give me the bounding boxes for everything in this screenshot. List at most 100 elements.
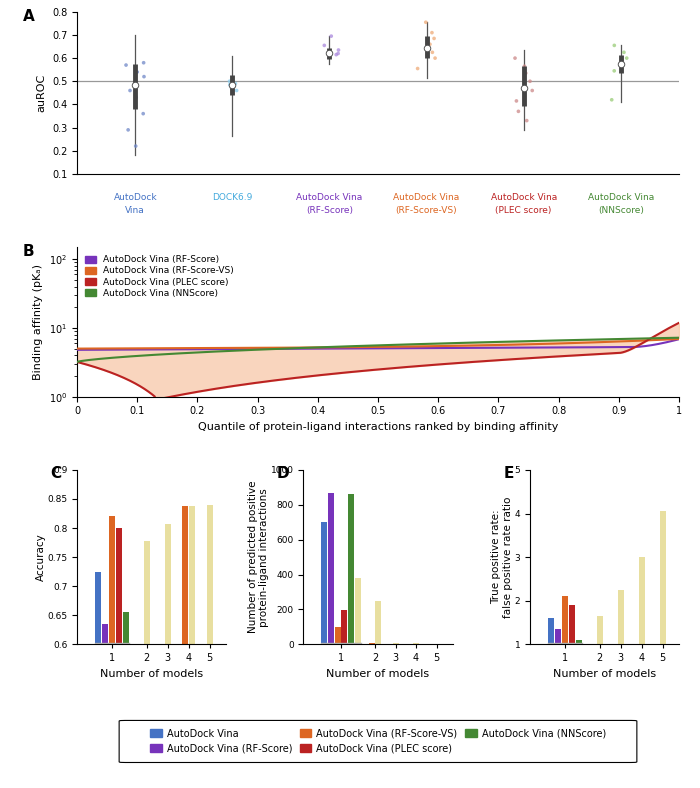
Point [120,59,132,72]
Text: A: A [23,9,34,24]
Bar [569,605,575,645]
Bar [342,611,347,645]
Text: C: C [50,466,62,481]
Point [326,30,337,43]
Point [519,60,530,72]
Point [524,75,536,87]
Point [526,84,538,97]
Point [426,26,438,39]
Bar [321,522,327,645]
Text: DOCK6.9: DOCK6.9 [212,193,253,203]
Bar [355,578,361,645]
Point [513,105,524,117]
Y-axis label: auROC: auROC [36,74,46,112]
Point [420,16,431,28]
Point [125,84,136,97]
Point [427,46,438,58]
Point [130,139,141,152]
Bar [109,516,115,645]
Text: AutoDock Vina: AutoDock Vina [491,193,556,203]
Y-axis label: Binding affinity (pKₐ): Binding affinity (pKₐ) [34,264,43,380]
Point [323,50,335,63]
Point [227,79,238,91]
Point [324,47,335,60]
Text: B: B [23,244,34,259]
Point [518,82,529,95]
Bar [328,492,334,645]
Bar [555,629,561,645]
Legend: AutoDock Vina (RF-Score), AutoDock Vina (RF-Score-VS), AutoDock Vina (PLEC score: AutoDock Vina (RF-Score), AutoDock Vina … [81,251,237,302]
Text: AutoDock Vina: AutoDock Vina [296,193,363,203]
Bar [189,506,195,645]
Point [606,94,617,106]
Point [132,65,143,78]
X-axis label: Number of models: Number of models [100,669,203,679]
Point [332,47,344,60]
Point [510,52,521,65]
Bar [393,643,398,645]
Point [330,48,342,61]
Bar [95,571,101,645]
Bar [597,616,603,645]
Bar [164,524,171,645]
Point [318,39,330,52]
Y-axis label: True positive rate:
false positive rate ratio: True positive rate: false positive rate … [491,496,513,618]
Bar [576,640,582,645]
Text: AutoDock Vina: AutoDock Vina [587,193,654,203]
Point [621,52,632,65]
Point [430,52,441,65]
Bar [144,541,150,645]
Point [122,124,134,136]
Bar [562,597,568,645]
Point [520,67,531,80]
Bar [102,624,108,645]
Text: D: D [276,466,289,481]
Bar [638,557,645,645]
Text: E: E [503,466,514,481]
Point [131,91,142,104]
Point [412,62,423,75]
Bar [348,494,354,645]
Point [138,107,149,120]
Point [618,46,629,58]
Bar [335,627,340,645]
FancyBboxPatch shape [119,720,637,763]
X-axis label: Quantile of protein-ligand interactions ranked by binding affinity: Quantile of protein-ligand interactions … [198,422,558,432]
X-axis label: Number of models: Number of models [326,669,430,679]
Bar [116,528,122,645]
Point [424,38,435,50]
Point [224,79,235,91]
Point [428,32,440,45]
Point [230,77,241,90]
Text: Vina: Vina [125,206,145,215]
Legend: AutoDock Vina, AutoDock Vina (RF-Score), AutoDock Vina (RF-Score-VS), AutoDock V: AutoDock Vina, AutoDock Vina (RF-Score),… [147,726,609,756]
Bar [206,505,213,645]
Point [226,82,237,95]
Point [609,39,620,52]
Point [615,58,626,70]
Point [333,43,344,56]
Point [608,65,620,77]
Bar [548,619,554,645]
Point [130,79,141,91]
Point [616,58,627,70]
X-axis label: Number of models: Number of models [553,669,656,679]
Text: (RF-Score-VS): (RF-Score-VS) [395,206,457,215]
Bar [375,600,382,645]
Bar [122,612,129,645]
Text: AutoDock: AutoDock [113,193,157,203]
Bar [413,644,419,645]
Text: (PLEC score): (PLEC score) [496,206,552,215]
Y-axis label: Accuracy: Accuracy [36,533,46,581]
Bar [659,511,666,645]
Point [231,84,242,97]
Bar [183,506,188,645]
Text: (RF-Score): (RF-Score) [306,206,353,215]
Text: AutoDock Vina: AutoDock Vina [393,193,460,203]
Point [521,114,532,127]
Bar [369,643,375,645]
Point [138,57,149,69]
Point [224,75,235,87]
Text: (NNScore): (NNScore) [598,206,644,215]
Bar [617,590,624,645]
